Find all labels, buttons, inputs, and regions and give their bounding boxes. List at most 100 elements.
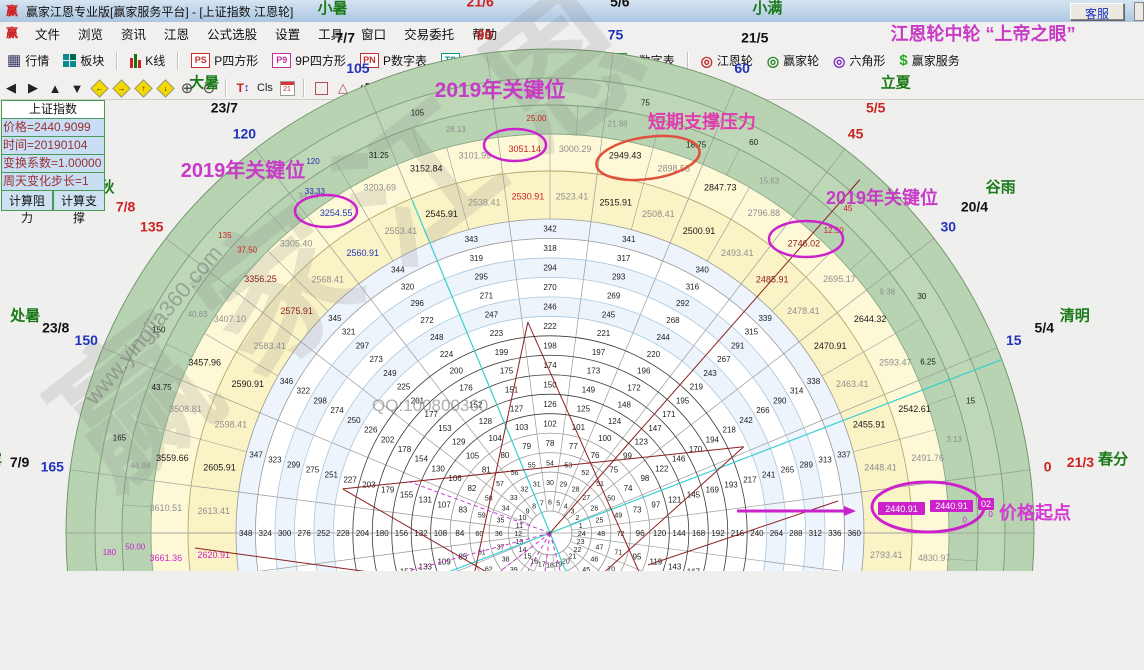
- svg-text:16: 16: [530, 558, 538, 565]
- svg-text:30: 30: [917, 292, 926, 301]
- menu-item-1[interactable]: 文件: [35, 27, 61, 42]
- calc-support-button[interactable]: 计算支撑: [53, 191, 105, 225]
- menu-item-5[interactable]: 公式选股: [207, 27, 258, 42]
- svg-text:60: 60: [749, 138, 758, 147]
- menu-item-2[interactable]: 浏览: [78, 27, 104, 42]
- svg-text:77: 77: [569, 442, 578, 451]
- svg-text:320: 320: [401, 282, 415, 291]
- svg-text:219: 219: [690, 383, 704, 392]
- toolbar-button-赢家服务[interactable]: $ 赢家服务: [892, 50, 966, 71]
- svg-text:225: 225: [397, 383, 411, 392]
- menu-item-6[interactable]: 设置: [275, 27, 301, 42]
- svg-text:28: 28: [572, 487, 580, 494]
- square-tool-icon[interactable]: [310, 79, 332, 98]
- svg-text:2: 2: [576, 515, 580, 522]
- svg-text:47: 47: [596, 544, 604, 551]
- svg-text:46.88: 46.88: [131, 461, 152, 470]
- svg-text:322: 322: [297, 387, 311, 396]
- updown-icon[interactable]: T ↕: [236, 81, 250, 95]
- svg-text:106: 106: [448, 474, 462, 483]
- zoom-out-icon[interactable]: ⊖: [202, 79, 216, 97]
- svg-text:74: 74: [624, 484, 633, 493]
- annotation-text: 2019年关键位: [435, 78, 566, 102]
- toolbar-button-P数字表[interactable]: PN P数字表: [353, 50, 434, 71]
- svg-text:178: 178: [398, 445, 412, 454]
- svg-text:30: 30: [546, 480, 554, 487]
- toolbar-button-六角形[interactable]: ◎ 六角形: [826, 50, 892, 71]
- p9-box-icon: P9: [272, 53, 292, 68]
- svg-text:43.75: 43.75: [152, 383, 173, 392]
- toolbar-button-P四方形[interactable]: PS P四方形: [184, 50, 265, 71]
- toolbar-button-板块[interactable]: 板块: [56, 50, 111, 71]
- toolbar-label: 板块: [80, 54, 105, 68]
- svg-text:25.00: 25.00: [526, 114, 547, 123]
- toolbar-label: P四方形: [214, 54, 259, 68]
- svg-text:57: 57: [496, 481, 504, 488]
- svg-text:131: 131: [419, 496, 433, 505]
- svg-text:294: 294: [543, 264, 557, 273]
- svg-text:3305.40: 3305.40: [280, 239, 313, 249]
- toolbar-button-K线[interactable]: K线: [123, 50, 172, 71]
- svg-text:167: 167: [687, 567, 701, 571]
- svg-text:2530.91: 2530.91: [512, 192, 545, 202]
- calendar-icon[interactable]: 21: [276, 79, 298, 98]
- arrow-up-icon[interactable]: ▲: [48, 80, 62, 96]
- svg-text:72: 72: [617, 531, 625, 538]
- svg-text:155: 155: [400, 491, 414, 500]
- svg-text:105: 105: [346, 60, 370, 76]
- arrow-right-icon[interactable]: ▶: [28, 80, 38, 95]
- svg-text:19: 19: [554, 562, 562, 569]
- annotation-ellipse: [482, 127, 548, 163]
- cls-button[interactable]: Cls: [257, 82, 273, 94]
- svg-text:2583.41: 2583.41: [254, 341, 287, 351]
- svg-text:242: 242: [739, 416, 753, 425]
- svg-text:2560.91: 2560.91: [346, 248, 379, 258]
- svg-text:4830.97: 4830.97: [918, 553, 951, 563]
- highlighted-price: 2440.91: [885, 504, 918, 514]
- menu-item-8[interactable]: 窗口: [361, 27, 387, 42]
- svg-text:21/5: 21/5: [741, 30, 768, 46]
- toolbar-button-赢家轮[interactable]: ◎ 赢家轮: [760, 50, 826, 71]
- svg-text:227: 227: [343, 475, 357, 484]
- svg-text:6: 6: [548, 499, 552, 506]
- svg-text:55: 55: [528, 463, 536, 470]
- svg-text:3051.14: 3051.14: [509, 144, 542, 154]
- svg-text:276: 276: [297, 529, 311, 538]
- highlighted-price: 2440.91: [935, 501, 968, 511]
- triangle-tool-icon[interactable]: △: [338, 80, 348, 95]
- svg-text:126: 126: [543, 400, 557, 409]
- annotation-text: 江恩轮中轮 “上帝之眼”: [890, 23, 1075, 44]
- svg-text:179: 179: [381, 486, 395, 495]
- menu-item-3[interactable]: 资讯: [121, 27, 147, 42]
- svg-text:108: 108: [434, 529, 448, 538]
- svg-text:339: 339: [758, 314, 772, 323]
- toolbar-button-行情[interactable]: ▦ 行情: [0, 50, 56, 71]
- svg-text:45: 45: [848, 126, 864, 142]
- calc-resistance-button[interactable]: 计算阻力: [1, 191, 53, 225]
- svg-text:21/6: 21/6: [467, 0, 494, 10]
- menu-item-9[interactable]: 交易委托: [404, 27, 455, 42]
- svg-text:127: 127: [510, 404, 524, 413]
- svg-text:360: 360: [848, 529, 862, 538]
- svg-text:174: 174: [543, 361, 557, 370]
- toolbar-separator: [116, 51, 119, 70]
- support-button[interactable]: 客服: [1070, 2, 1124, 21]
- svg-text:289: 289: [800, 460, 814, 469]
- svg-text:80: 80: [500, 451, 509, 460]
- svg-text:319: 319: [470, 254, 484, 263]
- zoom-in-icon[interactable]: ⊕: [180, 79, 194, 97]
- menu-item-4[interactable]: 江恩: [164, 27, 190, 42]
- svg-text:173: 173: [587, 367, 601, 376]
- svg-text:2538.41: 2538.41: [468, 197, 501, 207]
- svg-text:12: 12: [514, 531, 522, 538]
- arrow-down-icon[interactable]: ▼: [70, 80, 84, 96]
- svg-text:60: 60: [475, 531, 483, 538]
- arrow-left-icon[interactable]: ◀: [6, 80, 16, 95]
- svg-text:2500.91: 2500.91: [683, 226, 716, 236]
- toolbar-button-9P四方形[interactable]: P9 9P四方形: [265, 50, 353, 71]
- toolbar-button-江恩轮[interactable]: ◎ 江恩轮: [694, 50, 760, 71]
- menu-item-7[interactable]: 工具: [318, 27, 344, 42]
- menu-item-10[interactable]: 帮助: [472, 27, 498, 42]
